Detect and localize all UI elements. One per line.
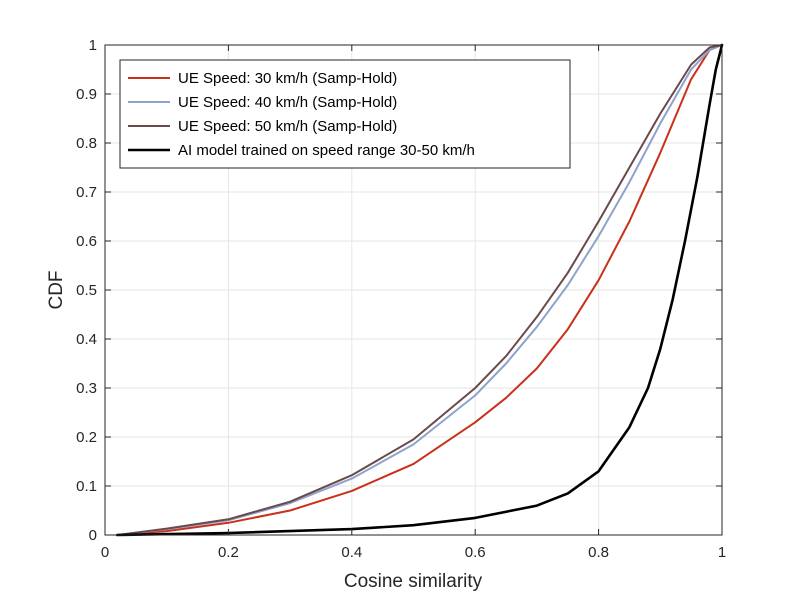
series-line-2 xyxy=(116,44,723,536)
x-tick-label: 1 xyxy=(718,544,726,561)
y-tick-label: 0.9 xyxy=(76,86,97,103)
y-tick-label: 1 xyxy=(89,37,97,54)
axes xyxy=(104,44,723,536)
x-axis-label: Cosine similarity xyxy=(344,571,483,592)
series-line-4 xyxy=(116,43,724,537)
y-tick-label: 0.1 xyxy=(76,478,97,495)
x-tick-label: 0.4 xyxy=(341,544,362,561)
legend-label-4: AI model trained on speed range 30-50 km… xyxy=(178,142,475,159)
x-tick-label: 0.6 xyxy=(465,544,486,561)
y-tick-label: 0.7 xyxy=(76,184,97,201)
legend-label-1: UE Speed: 30 km/h (Samp-Hold) xyxy=(178,70,397,87)
tick-labels: 0 0.2 0.4 0.6 0.8 1 0 0.1 0.2 0.3 0.4 0.5 0.6 0.7 0.8 0… xyxy=(76,37,726,561)
series-line-3 xyxy=(116,44,723,536)
x-tick-label: 0.8 xyxy=(588,544,609,561)
y-axis-label: CDF xyxy=(46,270,67,309)
y-tick-label: 0.2 xyxy=(76,429,97,446)
legend: UE Speed: 30 km/h (Samp-Hold) UE Speed: 4… xyxy=(119,59,571,169)
x-tick-label: 0.2 xyxy=(218,544,239,561)
series-lines xyxy=(116,43,724,537)
y-tick-label: 0.4 xyxy=(76,331,97,348)
legend-label-2: UE Speed: 40 km/h (Samp-Hold) xyxy=(178,94,397,111)
y-tick-label: 0.5 xyxy=(76,282,97,299)
x-tick-label: 0 xyxy=(101,544,109,561)
legend-label-3: UE Speed: 50 km/h (Samp-Hold) xyxy=(178,118,397,135)
y-tick-label: 0.8 xyxy=(76,135,97,152)
series-line-1 xyxy=(116,44,723,536)
y-tick-label: 0.6 xyxy=(76,233,97,250)
y-tick-label: 0.3 xyxy=(76,380,97,397)
y-tick-label: 0 xyxy=(89,527,97,544)
legend-box xyxy=(119,59,571,169)
